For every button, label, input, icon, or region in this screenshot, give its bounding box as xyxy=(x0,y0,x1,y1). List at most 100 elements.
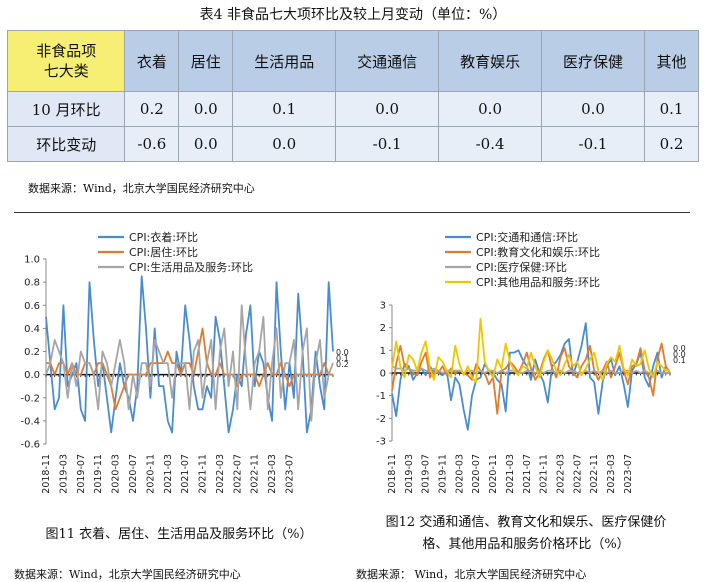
y-tick-label: 0.4 xyxy=(24,324,40,335)
column-header: 教育娱乐 xyxy=(438,30,543,92)
x-tick-label: 2021-11 xyxy=(198,454,209,494)
legend-label: CPI:其他用品和服务:环比 xyxy=(476,276,600,289)
table-cell: -0.6 xyxy=(124,126,180,162)
x-tick-label: 2020-03 xyxy=(111,454,122,494)
legend-label: CPI:教育文化和娱乐:环比 xyxy=(476,245,600,259)
y-tick-label: -1 xyxy=(376,391,386,402)
caption-line: 图12 交通和通信、教育文化和娱乐、医疗保健价 xyxy=(385,515,667,530)
x-tick-label: 2021-03 xyxy=(163,454,174,494)
series-line xyxy=(391,365,670,374)
legend-label: CPI:居住:环比 xyxy=(129,245,198,259)
y-tick-label: -0.2 xyxy=(20,393,40,404)
x-tick-label: 2020-11 xyxy=(488,454,499,494)
x-tick-label: 2019-03 xyxy=(58,454,69,494)
end-value-label: 0.2 xyxy=(336,360,349,369)
chart-source-note: 数据来源： Wind，北京大学国民经济研究中心 xyxy=(356,568,587,581)
x-tick-label: 2019-11 xyxy=(93,454,104,494)
x-tick-label: 2019-11 xyxy=(438,454,449,494)
column-header: 衣着 xyxy=(124,30,180,92)
chart-figure-11: -0.6 -0.4 -0.2 0.0 0.2 0.4 0.6 0.8 1.0 2018-11 201… xyxy=(20,230,349,494)
table-cell: 0.0 xyxy=(438,91,543,127)
y-tick-label: -0.6 xyxy=(20,440,40,451)
y-tick-label: 0.8 xyxy=(24,278,40,289)
y-tick-label: -2 xyxy=(376,414,386,425)
y-tick-label: -3 xyxy=(376,437,386,448)
table-cell: 0.0 xyxy=(178,91,234,127)
y-tick-label: 0.2 xyxy=(24,347,40,358)
table-source-note: 数据来源：Wind，北京大学国民经济研究中心 xyxy=(28,182,255,195)
x-tick-label: 2018-11 xyxy=(41,454,52,494)
table-row: 10 月环比 0.2 0.0 0.1 0.0 0.0 0.0 0.1 xyxy=(6,91,700,127)
y-tick-label: -0.4 xyxy=(20,416,40,427)
end-value-label: 0.0 xyxy=(336,348,349,357)
table-cell: 0.0 xyxy=(335,91,440,127)
legend-label: CPI:交通和通信:环比 xyxy=(476,230,578,244)
x-tick-label: 2020-07 xyxy=(128,454,139,494)
x-tick-label: 2021-11 xyxy=(539,454,550,494)
x-tick-label: 2020-07 xyxy=(471,454,482,494)
y-tick-label: 3 xyxy=(380,301,386,312)
chart-source-note: 数据来源：Wind，北京大学国民经济研究中心 xyxy=(14,568,241,581)
legend-label: CPI:医疗保健:环比 xyxy=(476,260,567,274)
y-tick-label: 1 xyxy=(380,346,386,357)
column-header: 交通通信 xyxy=(335,30,440,92)
nonfood-table: 非食品项 七大类 衣着 居住 生活用品 交通通信 教育娱乐 医疗保健 其他 10… xyxy=(6,30,700,162)
table-row: 环比变动 -0.6 0.0 0.0 -0.1 -0.4 -0.1 0.2 xyxy=(6,126,700,162)
table-cell: 0.0 xyxy=(232,126,337,162)
table-title: 表4 非食品七大项环比及较上月变动（单位：%） xyxy=(199,7,507,23)
legend-label: CPI:生活用品及服务:环比 xyxy=(129,260,253,274)
column-header: 生活用品 xyxy=(232,30,337,92)
x-tick-label: 2022-03 xyxy=(215,454,226,494)
table-cell: -0.4 xyxy=(438,126,543,162)
end-value-label: 0.0 xyxy=(673,344,686,353)
y-tick-label: 0.0 xyxy=(24,370,40,381)
x-tick-label: 2022-11 xyxy=(250,454,261,494)
table-cell: -0.1 xyxy=(335,126,440,162)
y-tick-label: 2 xyxy=(380,323,386,334)
column-header: 其他 xyxy=(643,30,700,92)
table-cell: 0.0 xyxy=(541,91,645,127)
x-tick-label: 2018-11 xyxy=(387,454,398,494)
x-tick-label: 2020-11 xyxy=(145,454,156,494)
x-tick-label: 2022-07 xyxy=(572,454,583,494)
table-cell: 0.2 xyxy=(124,91,180,127)
x-tick-label: 2021-07 xyxy=(180,454,191,494)
legend-label: CPI:衣着:环比 xyxy=(129,230,198,244)
x-tick-label: 2022-11 xyxy=(589,454,600,494)
end-value-label: 0.1 xyxy=(336,354,349,363)
series-line xyxy=(45,275,334,434)
x-tick-label: 2021-07 xyxy=(522,454,533,494)
series-line xyxy=(391,317,670,384)
x-tick-label: 2023-07 xyxy=(623,454,634,494)
x-tick-label: 2019-03 xyxy=(404,454,415,494)
y-tick-label: 0.6 xyxy=(24,301,40,312)
y-tick-label: 0 xyxy=(380,369,386,380)
column-header: 居住 xyxy=(178,30,234,92)
y-tick-label: 1.0 xyxy=(24,255,40,266)
x-tick-label: 2020-03 xyxy=(454,454,465,494)
chart-figure-12: -3 -2 -1 0 1 2 3 2018-11 2019-03 2019-07 2019-11 20… xyxy=(376,230,686,494)
table-cell: -0.1 xyxy=(541,126,645,162)
x-tick-label: 2023-07 xyxy=(285,454,296,494)
x-tick-label: 2022-07 xyxy=(232,454,243,494)
end-value-label: 0.0 xyxy=(673,350,686,359)
x-tick-label: 2021-03 xyxy=(505,454,516,494)
section-divider xyxy=(14,212,690,213)
column-header: 医疗保健 xyxy=(541,30,645,92)
x-tick-label: 2023-03 xyxy=(267,454,278,494)
x-tick-label: 2023-03 xyxy=(606,454,617,494)
table-header-row: 非食品项 七大类 衣着 居住 生活用品 交通通信 教育娱乐 医疗保健 其他 xyxy=(6,30,700,92)
table-cell: 0.0 xyxy=(178,126,234,162)
table-cell: 0.1 xyxy=(643,91,700,127)
x-tick-label: 2019-07 xyxy=(76,454,87,494)
chart-caption: 图12 交通和通信、教育文化和娱乐、医疗保健价 格、其他用品和服务价格环比（%） xyxy=(356,512,696,556)
x-tick-label: 2022-03 xyxy=(555,454,566,494)
table-cell: 0.2 xyxy=(643,126,700,162)
series-line xyxy=(45,304,334,422)
chart-caption: 图11 衣着、居住、生活用品及服务环比（%） xyxy=(45,527,313,542)
end-value-label: 0.1 xyxy=(673,356,686,365)
row-label: 环比变动 xyxy=(6,126,126,162)
table-cell: 0.1 xyxy=(232,91,337,127)
x-tick-label: 2019-07 xyxy=(421,454,432,494)
table-corner-header: 非食品项 七大类 xyxy=(6,30,126,92)
